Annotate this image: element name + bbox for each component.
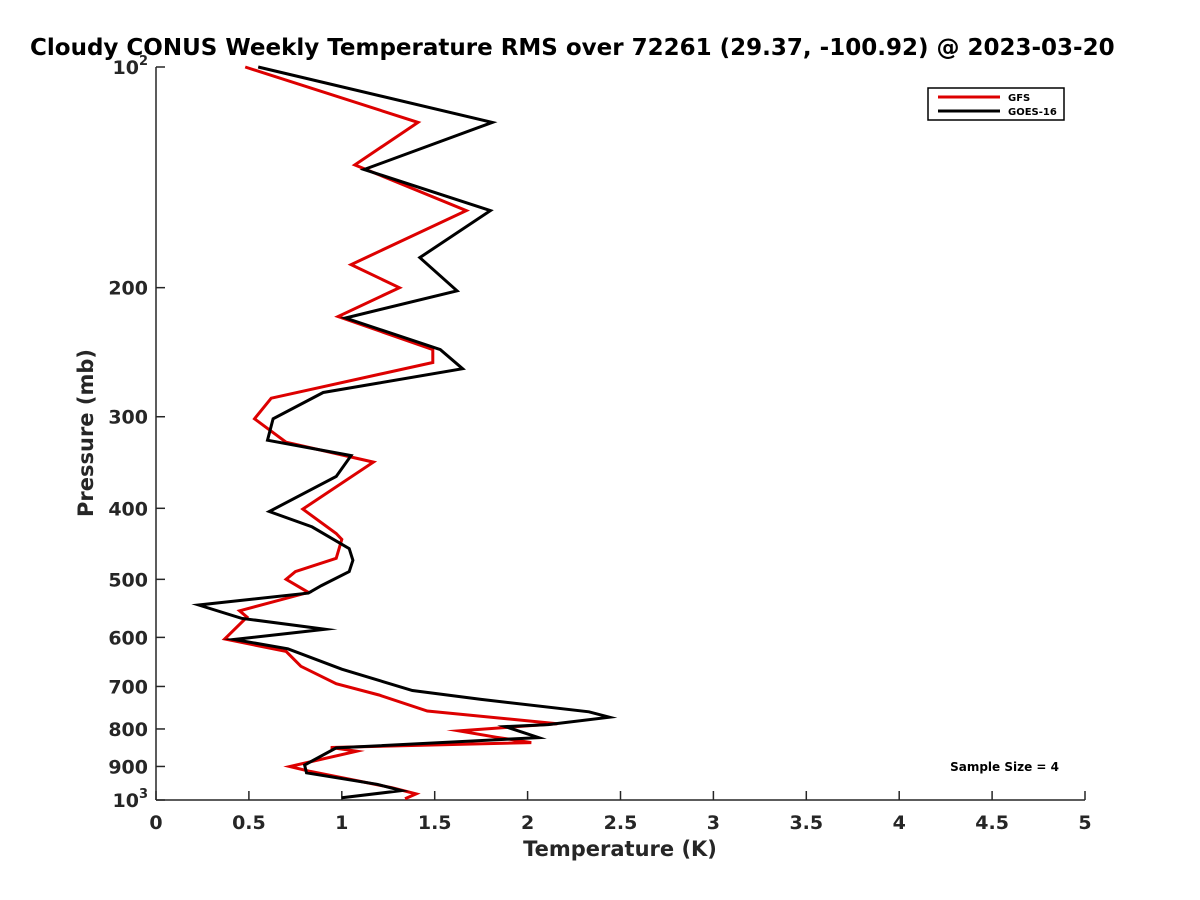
legend-label: GFS: [1008, 93, 1030, 104]
y-tick-label: 700: [108, 676, 148, 698]
x-axis-label: Temperature (K): [523, 837, 717, 861]
x-tick-label: 5: [1078, 812, 1091, 834]
x-tick-label: 0.5: [232, 812, 266, 834]
series-layer: [191, 65, 618, 801]
x-tick-label: 4: [893, 812, 906, 834]
chart-title: Cloudy CONUS Weekly Temperature RMS over…: [30, 35, 1115, 61]
x-tick-label: 2.5: [604, 812, 638, 834]
x-tick-label: 1: [335, 812, 348, 834]
x-tick-label: 1.5: [418, 812, 452, 834]
series-line-goes-16: [191, 65, 618, 800]
x-tick-label: 2: [521, 812, 534, 834]
y-axis-label: Pressure (mb): [74, 349, 98, 517]
x-tick-label: 0: [149, 812, 162, 834]
y-tick-label: 800: [108, 719, 148, 741]
y-tick-label: 900: [108, 756, 148, 778]
y-tick-label: 500: [108, 569, 148, 591]
y-tick-label: 200: [108, 278, 148, 300]
legend-box: [927, 87, 1065, 121]
x-tick-label: 3.5: [789, 812, 823, 834]
y-tick-label: 400: [108, 498, 148, 520]
axes: 0 0.5 1 1.5 2 2.5 3 3.5 4 4.5 5 102 200 300 400 500 600 7…: [108, 54, 1091, 834]
legend-label: GOES-16: [1008, 107, 1057, 118]
sample-size-annotation: Sample Size = 4: [950, 760, 1059, 774]
legend: GFS GOES-16: [927, 87, 1065, 121]
y-tick-label: 600: [108, 627, 148, 649]
x-tick-label: 4.5: [975, 812, 1009, 834]
y-tick-label: 103: [113, 787, 149, 812]
y-tick-label: 102: [113, 54, 149, 79]
y-tick-label: 300: [108, 407, 148, 429]
x-tick-label: 3: [707, 812, 720, 834]
